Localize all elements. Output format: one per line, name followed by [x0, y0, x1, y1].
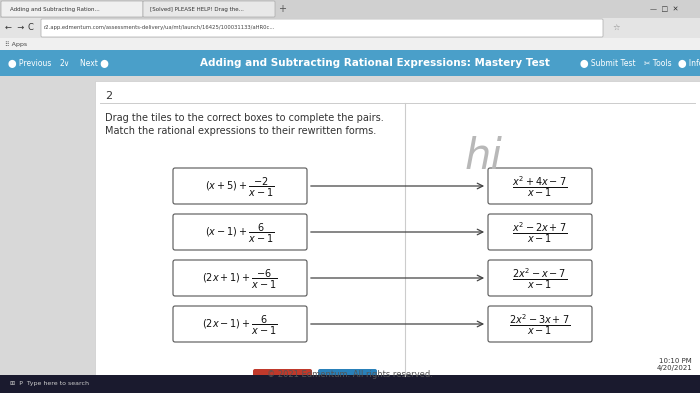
FancyBboxPatch shape — [253, 369, 312, 391]
Bar — [95, 81, 700, 386]
Text: ⬤ Info: ⬤ Info — [678, 59, 700, 68]
Text: —  □  ✕: — □ ✕ — [650, 6, 678, 12]
FancyBboxPatch shape — [173, 260, 307, 296]
Text: r2.app.edmentum.com/assessments-delivery/ua/mt/launch/16425/100031133/aHR0c...: r2.app.edmentum.com/assessments-delivery… — [44, 26, 275, 31]
Text: +: + — [278, 4, 286, 14]
Text: Adding and Subtracting Ration...: Adding and Subtracting Ration... — [10, 7, 99, 11]
FancyBboxPatch shape — [1, 1, 143, 17]
Text: hi: hi — [465, 136, 503, 178]
Bar — [0, 76, 700, 393]
Bar — [0, 50, 700, 76]
FancyBboxPatch shape — [173, 306, 307, 342]
Text: Match the rational expressions to their rewritten forms.: Match the rational expressions to their … — [105, 126, 377, 136]
FancyBboxPatch shape — [173, 214, 307, 250]
FancyBboxPatch shape — [488, 260, 592, 296]
FancyBboxPatch shape — [318, 369, 377, 391]
Text: ⬤ Submit Test: ⬤ Submit Test — [580, 59, 636, 68]
Text: 2∨: 2∨ — [60, 59, 71, 68]
Text: $(x - 1) + \dfrac{6}{x-1}$: $(x - 1) + \dfrac{6}{x-1}$ — [205, 222, 274, 244]
FancyBboxPatch shape — [488, 168, 592, 204]
Text: ✂ Tools: ✂ Tools — [644, 59, 671, 68]
FancyBboxPatch shape — [143, 1, 275, 17]
Bar — [0, 0, 700, 18]
Text: $\dfrac{2x^2 - 3x + 7}{x - 1}$: $\dfrac{2x^2 - 3x + 7}{x - 1}$ — [510, 312, 570, 338]
Text: $(x + 5) + \dfrac{-2}{x-1}$: $(x + 5) + \dfrac{-2}{x-1}$ — [205, 176, 274, 198]
Text: $\dfrac{2x^2 - x - 7}{x - 1}$: $\dfrac{2x^2 - x - 7}{x - 1}$ — [512, 266, 568, 292]
Text: $\dfrac{x^2 + 4x - 7}{x - 1}$: $\dfrac{x^2 + 4x - 7}{x - 1}$ — [512, 174, 568, 199]
Text: C: C — [28, 24, 34, 33]
Text: ←  →: ← → — [5, 24, 24, 33]
FancyBboxPatch shape — [173, 168, 307, 204]
Text: [Solved] PLEASE HELP! Drag the...: [Solved] PLEASE HELP! Drag the... — [150, 7, 244, 11]
Text: ⠿ Apps: ⠿ Apps — [5, 41, 27, 47]
Text: Next ⬤: Next ⬤ — [80, 59, 108, 68]
Text: ☆: ☆ — [612, 24, 620, 33]
Bar — [0, 375, 700, 393]
Text: $(2x + 1) + \dfrac{-6}{x-1}$: $(2x + 1) + \dfrac{-6}{x-1}$ — [202, 268, 278, 290]
Text: 2: 2 — [105, 91, 112, 101]
Text: ⬤ Previous: ⬤ Previous — [8, 59, 51, 68]
FancyBboxPatch shape — [488, 306, 592, 342]
Text: © 2021 Edmentum. All rights reserved.: © 2021 Edmentum. All rights reserved. — [267, 370, 433, 379]
Bar — [0, 18, 700, 38]
Bar — [0, 38, 700, 50]
Text: ⊞  P  Type here to search: ⊞ P Type here to search — [10, 382, 89, 386]
Text: Drag the tiles to the correct boxes to complete the pairs.: Drag the tiles to the correct boxes to c… — [105, 113, 384, 123]
Text: 10:10 PM
4/20/2021: 10:10 PM 4/20/2021 — [657, 358, 692, 371]
Text: Adding and Subtracting Rational Expressions: Mastery Test: Adding and Subtracting Rational Expressi… — [200, 58, 550, 68]
FancyBboxPatch shape — [488, 214, 592, 250]
FancyBboxPatch shape — [41, 19, 603, 37]
Text: $(2x - 1) + \dfrac{6}{x-1}$: $(2x - 1) + \dfrac{6}{x-1}$ — [202, 314, 278, 336]
Text: $\dfrac{x^2 - 2x + 7}{x - 1}$: $\dfrac{x^2 - 2x + 7}{x - 1}$ — [512, 220, 568, 245]
